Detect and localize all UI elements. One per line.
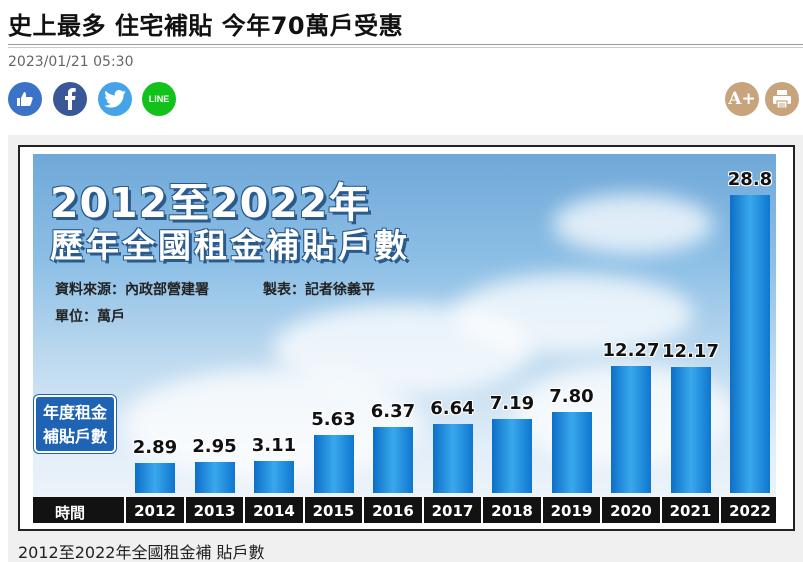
line-icon: LINE <box>148 94 170 104</box>
bar-value-label: 5.63 <box>311 408 356 430</box>
print-button[interactable] <box>765 82 799 116</box>
x-tick-label: 2022 <box>729 502 771 520</box>
font-size-icon: A+ <box>728 89 756 109</box>
bar-value-label: 6.64 <box>430 398 475 420</box>
bar-value-label: 2.89 <box>132 437 178 459</box>
facebook-share-button[interactable] <box>53 82 87 116</box>
bar-value-label: 6.37 <box>370 401 416 423</box>
font-size-button[interactable]: A+ <box>725 82 759 116</box>
chart-subtitle: 歷年全國租金補貼戶數 <box>50 226 410 265</box>
facebook-icon <box>65 88 76 110</box>
x-axis-separator <box>302 497 305 523</box>
bar-2022 <box>730 195 770 493</box>
x-tick-label: 2017 <box>431 502 474 520</box>
x-tick-label: 2020 <box>610 502 652 520</box>
bar-value-label: 12.17 <box>662 341 719 363</box>
x-axis-bar <box>33 497 776 523</box>
article-figure: 2012至2022年 歷年全國租金補貼戶數 資料來源：內政部營建署 製表：記者徐… <box>8 135 803 562</box>
legend-line-1: 年度租金 <box>42 403 107 422</box>
rent-subsidy-chart: 2012至2022年 歷年全國租金補貼戶數 資料來源：內政部營建署 製表：記者徐… <box>33 154 776 523</box>
x-axis-label: 時間 <box>55 504 86 522</box>
x-axis-separator <box>659 497 662 523</box>
bar-value-label: 12.27 <box>602 340 660 362</box>
cloud-decoration <box>553 194 713 254</box>
twitter-share-button[interactable] <box>98 82 132 116</box>
figure-caption: 2012至2022年全國租金補 貼戶數 <box>18 543 265 562</box>
bar-2014 <box>254 460 294 493</box>
chart-maker: 製表：記者徐義平 <box>263 282 375 298</box>
bar-value-label: 3.11 <box>251 434 297 456</box>
x-tick-label: 2015 <box>312 502 355 520</box>
chart-source: 資料來源：內政部營建署 <box>55 282 209 298</box>
x-tick-label: 2021 <box>669 502 712 520</box>
chart-title: 2012至2022年 <box>50 179 371 227</box>
like-share-button[interactable] <box>8 82 42 116</box>
cloud-decoration <box>453 274 693 354</box>
like-icon <box>17 92 33 106</box>
headline-divider <box>8 44 803 45</box>
bar-value-label: 7.80 <box>549 386 594 408</box>
twitter-icon <box>104 90 126 108</box>
bar-2021 <box>670 367 711 493</box>
article-headline: 史上最多 住宅補貼 今年70萬戶受惠 <box>8 12 404 40</box>
x-axis-separator <box>183 497 186 523</box>
bar-2017 <box>432 424 473 493</box>
x-tick-label: 2013 <box>193 502 236 520</box>
bar-2018 <box>492 418 532 493</box>
line-share-button[interactable]: LINE <box>142 82 176 116</box>
chart-image-frame[interactable]: 2012至2022年 歷年全國租金補貼戶數 資料來源：內政部營建署 製表：記者徐… <box>18 145 795 531</box>
bar-2013 <box>194 462 235 493</box>
x-axis-separator <box>719 497 722 523</box>
x-axis-separator <box>600 497 603 523</box>
x-axis-separator <box>124 497 127 523</box>
print-icon <box>773 90 791 109</box>
bar-value-label: 2.95 <box>192 436 237 458</box>
chart-legend: 年度租金 補貼戶數 <box>34 395 116 453</box>
headline-divider-secondary <box>8 47 803 48</box>
publish-timestamp: 2023/01/21 05:30 <box>8 54 134 70</box>
bar-2020 <box>611 366 651 493</box>
chart-unit: 單位：萬戶 <box>55 309 125 325</box>
x-axis-separator <box>243 497 246 523</box>
x-axis-separator <box>481 497 484 523</box>
x-tick-label: 2014 <box>253 502 295 520</box>
bar-2012 <box>135 463 175 493</box>
bar-value-label: 28.8 <box>727 169 773 190</box>
x-axis-separator <box>540 497 543 523</box>
x-tick-label: 2012 <box>134 502 176 520</box>
bar-2019 <box>551 412 592 493</box>
x-tick-label: 2016 <box>372 502 414 520</box>
x-axis-separator <box>421 497 424 523</box>
bar-value-label: 7.19 <box>489 392 535 414</box>
bar-2016 <box>373 427 413 493</box>
x-axis-separator <box>362 497 365 523</box>
legend-line-2: 補貼戶數 <box>42 427 107 446</box>
bar-2015 <box>313 434 354 493</box>
x-tick-label: 2019 <box>550 502 593 520</box>
x-tick-label: 2018 <box>491 502 533 520</box>
